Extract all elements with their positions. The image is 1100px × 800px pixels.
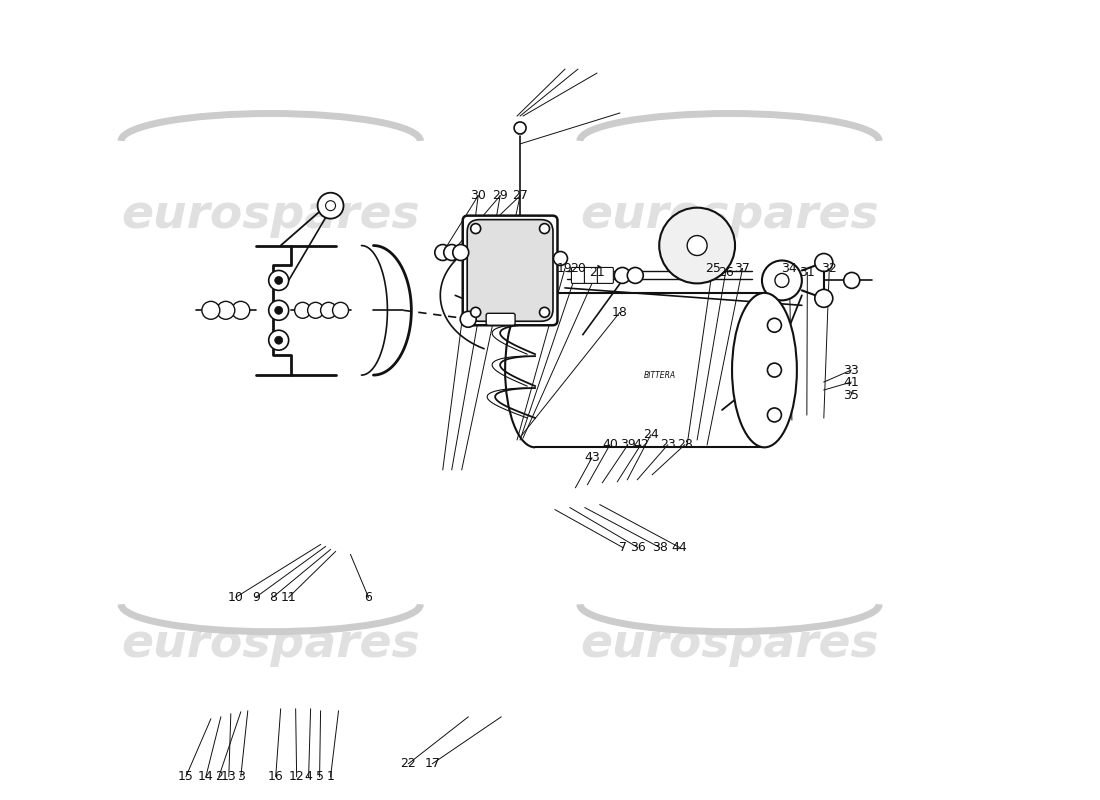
Text: 1: 1: [327, 770, 334, 783]
Text: 28: 28: [676, 438, 693, 451]
Text: 24: 24: [642, 428, 659, 442]
Text: 36: 36: [630, 541, 646, 554]
Circle shape: [268, 300, 288, 320]
Circle shape: [326, 201, 336, 210]
FancyBboxPatch shape: [486, 314, 515, 326]
Circle shape: [688, 235, 707, 255]
Circle shape: [539, 224, 550, 234]
Circle shape: [275, 336, 283, 344]
Circle shape: [627, 267, 644, 283]
Text: 4: 4: [305, 770, 312, 783]
Circle shape: [320, 302, 337, 318]
Text: 25: 25: [705, 262, 720, 275]
Circle shape: [268, 330, 288, 350]
Circle shape: [844, 273, 860, 288]
Text: 3: 3: [236, 770, 244, 783]
Circle shape: [514, 122, 526, 134]
Text: 32: 32: [822, 262, 837, 275]
Circle shape: [332, 302, 349, 318]
Text: 20: 20: [570, 262, 586, 275]
Circle shape: [815, 254, 833, 271]
Text: 17: 17: [425, 758, 440, 770]
Circle shape: [202, 302, 220, 319]
FancyBboxPatch shape: [463, 216, 558, 326]
Circle shape: [275, 306, 283, 314]
Circle shape: [768, 408, 781, 422]
Text: 35: 35: [844, 389, 859, 402]
Text: 23: 23: [660, 438, 675, 451]
Text: 18: 18: [612, 306, 628, 319]
Text: 42: 42: [632, 438, 649, 451]
Text: 19: 19: [557, 262, 573, 275]
FancyBboxPatch shape: [597, 267, 614, 283]
Circle shape: [815, 290, 833, 307]
FancyBboxPatch shape: [571, 267, 587, 283]
Text: eurospares: eurospares: [121, 622, 420, 666]
Ellipse shape: [732, 293, 796, 447]
Text: 14: 14: [198, 770, 213, 783]
Circle shape: [268, 270, 288, 290]
Circle shape: [614, 267, 630, 283]
Text: 41: 41: [844, 375, 859, 389]
Circle shape: [434, 245, 451, 261]
Text: 31: 31: [800, 266, 815, 279]
Text: 12: 12: [289, 770, 305, 783]
Circle shape: [768, 363, 781, 377]
Circle shape: [460, 311, 476, 327]
Text: 9: 9: [252, 591, 260, 604]
Circle shape: [232, 302, 250, 319]
Text: 29: 29: [493, 190, 508, 202]
Text: 11: 11: [280, 591, 297, 604]
Text: 22: 22: [400, 758, 416, 770]
FancyBboxPatch shape: [584, 267, 601, 283]
Text: 30: 30: [470, 190, 486, 202]
Text: 44: 44: [672, 541, 688, 554]
Text: 10: 10: [228, 591, 244, 604]
Text: 6: 6: [364, 591, 373, 604]
Circle shape: [553, 251, 568, 266]
Text: 13: 13: [221, 770, 236, 783]
Circle shape: [308, 302, 323, 318]
Text: 7: 7: [619, 541, 627, 554]
Text: 39: 39: [620, 438, 636, 451]
Circle shape: [659, 208, 735, 283]
Circle shape: [539, 307, 550, 318]
Circle shape: [443, 245, 460, 261]
Text: 5: 5: [316, 770, 323, 783]
Text: 40: 40: [602, 438, 618, 451]
Text: 33: 33: [844, 364, 859, 377]
Circle shape: [762, 261, 802, 300]
Circle shape: [295, 302, 310, 318]
Circle shape: [453, 245, 469, 261]
Text: 34: 34: [781, 262, 798, 275]
Text: 15: 15: [178, 770, 194, 783]
Text: eurospares: eurospares: [580, 193, 879, 238]
Circle shape: [768, 318, 781, 332]
Text: 27: 27: [513, 190, 528, 202]
Text: 43: 43: [584, 451, 600, 464]
Text: 37: 37: [735, 262, 750, 275]
Text: 21: 21: [588, 266, 605, 279]
Text: 2: 2: [214, 770, 223, 783]
Circle shape: [471, 224, 481, 234]
Circle shape: [275, 277, 283, 285]
Text: 26: 26: [717, 266, 734, 279]
Text: 16: 16: [267, 770, 284, 783]
Circle shape: [318, 193, 343, 218]
Circle shape: [774, 274, 789, 287]
Text: 8: 8: [268, 591, 277, 604]
FancyBboxPatch shape: [468, 220, 553, 322]
Circle shape: [471, 307, 481, 318]
Text: eurospares: eurospares: [121, 193, 420, 238]
Text: BITTERA: BITTERA: [644, 370, 675, 379]
Text: eurospares: eurospares: [580, 622, 879, 666]
Circle shape: [217, 302, 234, 319]
Text: 38: 38: [652, 541, 668, 554]
